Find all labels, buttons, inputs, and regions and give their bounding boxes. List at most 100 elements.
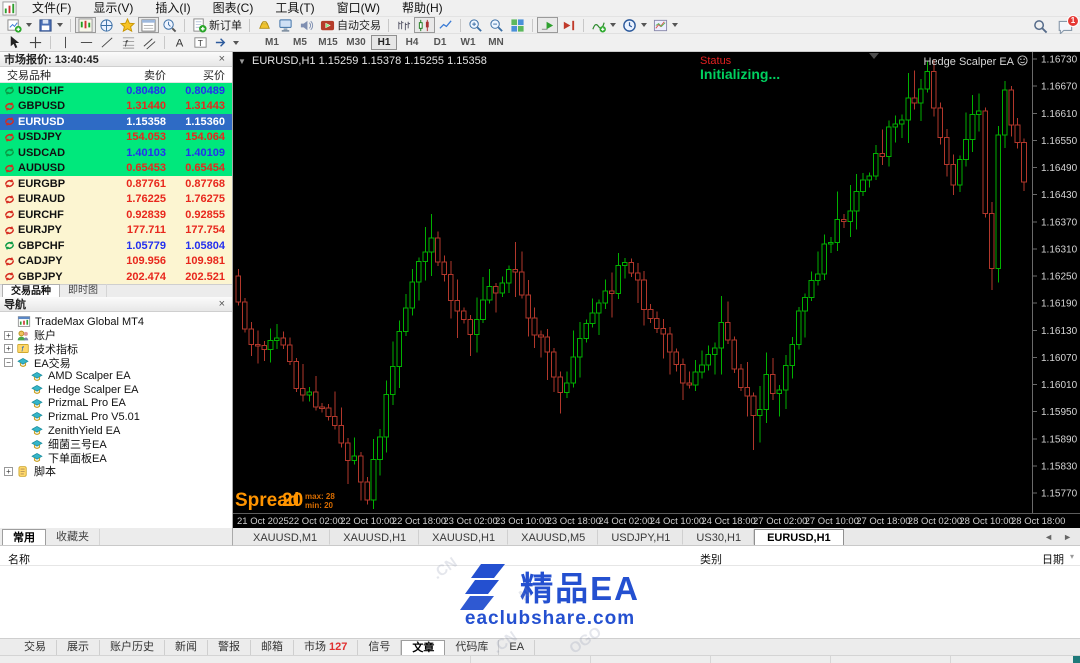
terminal-tab-item[interactable]: 市场 127: [294, 640, 359, 655]
periods-button[interactable]: [619, 17, 650, 33]
tree-item[interactable]: ZenithYield EA: [0, 424, 232, 438]
strategy-tester-button[interactable]: [159, 17, 180, 33]
channel-button[interactable]: [139, 35, 160, 51]
zoom-out-button[interactable]: [486, 17, 507, 33]
autotrading-button[interactable]: 自动交易: [317, 17, 384, 33]
market-watch-row[interactable]: GBPCHF 1.05779 1.05804: [0, 238, 232, 254]
period-button-m5[interactable]: M5: [287, 35, 313, 50]
market-watch-row[interactable]: USDCAD 1.40103 1.40109: [0, 145, 232, 161]
tree-item[interactable]: 下单面板EA: [0, 451, 232, 465]
chart-tab-eurusd-h1[interactable]: EURUSD,H1: [754, 529, 844, 545]
navigator-tab-active[interactable]: 常用: [2, 529, 46, 545]
period-button-m15[interactable]: M15: [315, 35, 341, 50]
terminal-tab-item[interactable]: 交易: [14, 640, 57, 655]
period-button-d1[interactable]: D1: [427, 35, 453, 50]
tree-item[interactable]: + f 技术指标: [0, 342, 232, 356]
terminal-column-category[interactable]: 类别: [700, 554, 722, 566]
tree-item[interactable]: PrizmaL Pro EA: [0, 397, 232, 411]
market-watch-row[interactable]: AUDUSD 0.65453 0.65454: [0, 160, 232, 176]
period-button-mn[interactable]: MN: [483, 35, 509, 50]
fibonacci-button[interactable]: f: [118, 35, 139, 51]
tree-item[interactable]: 细菌三号EA: [0, 437, 232, 451]
tile-windows-button[interactable]: [507, 17, 528, 33]
cursor-button[interactable]: [4, 35, 25, 51]
market-watch-tab-inactive[interactable]: 即时图: [60, 284, 107, 297]
sound-button[interactable]: [296, 17, 317, 33]
terminal-tab-item[interactable]: 代码库: [445, 640, 500, 655]
tree-item[interactable]: TradeMax Global MT4: [0, 315, 232, 329]
tree-item[interactable]: AMD Scalper EA: [0, 369, 232, 383]
search-button[interactable]: [1030, 18, 1051, 34]
candle-chart-button[interactable]: [414, 17, 435, 33]
market-watch-row[interactable]: EURCHF 0.92839 0.92855: [0, 207, 232, 223]
trendline-button[interactable]: [97, 35, 118, 51]
menu-item-1[interactable]: 显示(V): [93, 0, 134, 15]
market-watch-button[interactable]: [75, 17, 96, 33]
terminal-tab-item[interactable]: 展示: [57, 640, 100, 655]
market-watch-row[interactable]: EURUSD 1.15358 1.15360: [0, 114, 232, 130]
navigator-tab-inactive[interactable]: 收藏夹: [46, 529, 100, 545]
chart-shift-button[interactable]: [558, 17, 579, 33]
navigator-button[interactable]: [117, 17, 138, 33]
crosshair-button[interactable]: [25, 35, 46, 51]
auto-scroll-button[interactable]: [537, 17, 558, 33]
terminal-tab-item[interactable]: EA: [499, 640, 536, 655]
chart-tab-xauusd-m5[interactable]: XAUUSD,M5: [508, 529, 599, 545]
profiles-button[interactable]: [35, 17, 66, 33]
period-button-h4[interactable]: H4: [399, 35, 425, 50]
zoom-in-button[interactable]: [465, 17, 486, 33]
menu-item-3[interactable]: 图表(C): [212, 0, 254, 15]
menu-item-2[interactable]: 插入(I): [155, 0, 191, 15]
terminal-tab-item[interactable]: 新闻: [165, 640, 208, 655]
terminal-column-date[interactable]: 日期: [1042, 554, 1064, 566]
smiley-icon[interactable]: [1017, 55, 1028, 69]
terminal-tab-item[interactable]: 账户历史: [100, 640, 165, 655]
data-window-button[interactable]: [96, 17, 117, 33]
tree-item[interactable]: PrizmaL Pro V5.01: [0, 410, 232, 424]
chart-tab-us30-h1[interactable]: US30,H1: [683, 529, 755, 545]
chart-plot[interactable]: 1.16730 1.16670 1.16610 1.16550 1.16490 1.164…: [233, 52, 1080, 513]
tree-expander[interactable]: +: [4, 330, 13, 340]
tree-item[interactable]: + 账户: [0, 329, 232, 342]
notifications-button[interactable]: 1: [1057, 15, 1079, 36]
indicators-button[interactable]: [588, 17, 619, 33]
label-button[interactable]: T: [190, 35, 211, 51]
menu-item-5[interactable]: 窗口(W): [336, 0, 380, 15]
terminal-tab-item[interactable]: 信号: [358, 640, 402, 655]
scroll-right-icon[interactable]: ►: [1063, 531, 1072, 542]
text-button[interactable]: A: [169, 35, 190, 51]
terminal-column-name[interactable]: 名称: [8, 554, 30, 566]
line-chart-button[interactable]: [435, 17, 456, 33]
metaeditor-button[interactable]: [275, 17, 296, 33]
period-button-m30[interactable]: M30: [343, 35, 369, 50]
market-watch-close-icon[interactable]: ×: [218, 53, 225, 65]
tree-item[interactable]: − EA交易: [0, 356, 232, 370]
hline-button[interactable]: [76, 35, 97, 51]
tree-item[interactable]: Hedge Scalper EA: [0, 383, 232, 397]
terminal-tab-active[interactable]: 文章: [401, 640, 446, 655]
bar-chart-button[interactable]: [393, 17, 414, 33]
gold-button[interactable]: [254, 17, 275, 33]
chart-tab-usdjpy-h1[interactable]: USDJPY,H1: [598, 529, 684, 545]
period-button-w1[interactable]: W1: [455, 35, 481, 50]
chart-window[interactable]: 1.16730 1.16670 1.16610 1.16550 1.16490 1.164…: [233, 52, 1080, 528]
chart-tab-xauusd-h1[interactable]: XAUUSD,H1: [419, 529, 509, 545]
chart-tab-xauusd-m1[interactable]: XAUUSD,M1: [240, 529, 331, 545]
templates-button[interactable]: [650, 17, 681, 33]
navigator-close-icon[interactable]: ×: [218, 298, 225, 310]
chart-tab-xauusd-h1[interactable]: XAUUSD,H1: [330, 529, 420, 545]
market-watch-row[interactable]: GBPJPY 202.474 202.521: [0, 269, 232, 284]
period-button-m1[interactable]: M1: [259, 35, 285, 50]
market-watch-row[interactable]: USDCHF 0.80480 0.80489: [0, 83, 232, 99]
candlestick-chart[interactable]: 1.16730 1.16670 1.16610 1.16550 1.16490 1.164…: [233, 52, 1080, 513]
shapes-button[interactable]: [211, 35, 242, 51]
market-watch-tab-active[interactable]: 交易品种: [2, 284, 60, 297]
new-order-button[interactable]: 新订单: [189, 17, 245, 33]
market-watch-row[interactable]: CADJPY 109.956 109.981: [0, 253, 232, 269]
market-watch-row[interactable]: GBPUSD 1.31440 1.31443: [0, 98, 232, 114]
tree-expander[interactable]: −: [4, 358, 13, 368]
menu-item-4[interactable]: 工具(T): [275, 0, 315, 15]
market-watch-row[interactable]: EURGBP 0.87761 0.87768: [0, 176, 232, 192]
scroll-left-icon[interactable]: ◄: [1044, 531, 1054, 542]
market-watch-row[interactable]: EURAUD 1.76225 1.76275: [0, 191, 232, 207]
